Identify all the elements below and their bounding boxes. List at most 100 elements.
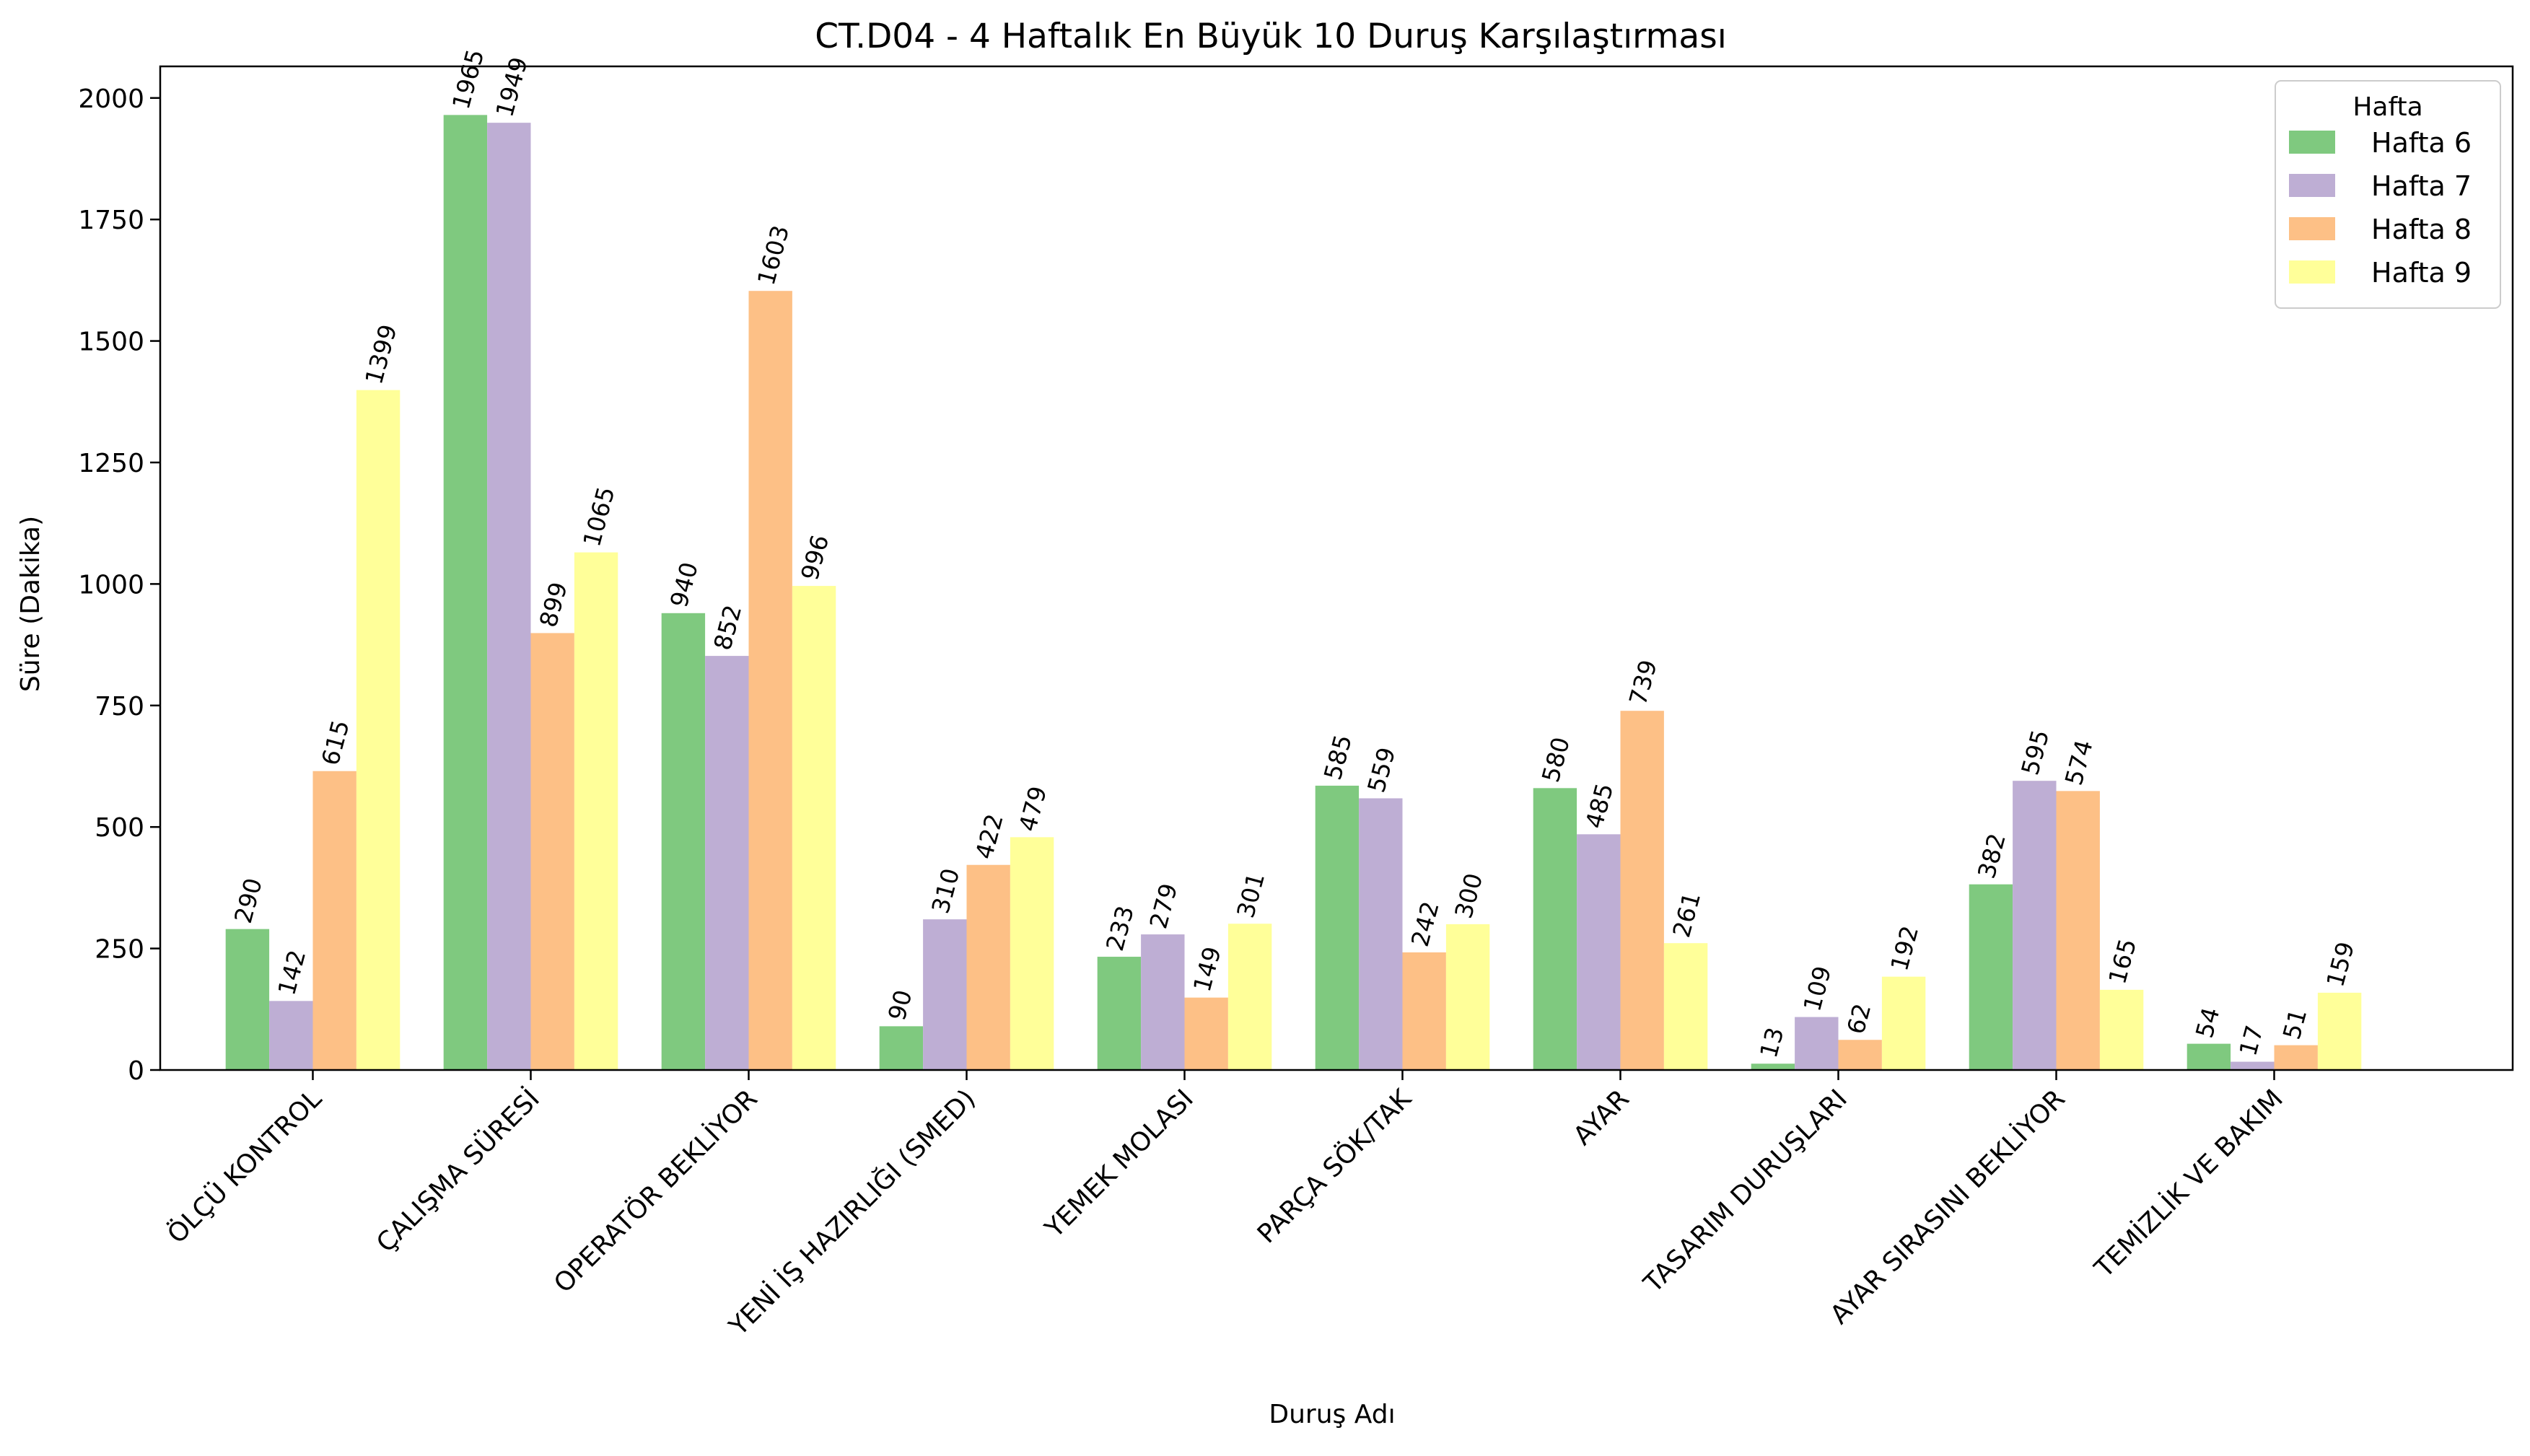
y-tick-label: 1500 bbox=[78, 328, 144, 357]
x-tick-label: PARÇA SÖK/TAK bbox=[1251, 1083, 1418, 1250]
bar-value-label: 996 bbox=[795, 532, 834, 583]
bar bbox=[705, 656, 749, 1070]
bar bbox=[2317, 992, 2362, 1070]
y-tick-label: 250 bbox=[95, 935, 144, 965]
bar-value-label: 585 bbox=[1318, 732, 1357, 783]
bar-value-label: 595 bbox=[2015, 727, 2054, 778]
legend-items: Hafta 6 Hafta 7 Hafta 8 Hafta 9 bbox=[2289, 127, 2472, 289]
bar-value-label: 574 bbox=[2060, 737, 2098, 788]
bar-value-label: 261 bbox=[1667, 889, 1706, 940]
x-tick-label: YEMEK MOLASI bbox=[1039, 1084, 1199, 1244]
bar-value-label: 310 bbox=[926, 865, 965, 916]
bar bbox=[923, 919, 967, 1070]
y-tick-label: 2000 bbox=[78, 84, 144, 114]
x-axis: ÖLÇÜ KONTROL ÇALIŞMA SÜRESİ OPERATÖR BEKLİ… bbox=[162, 1070, 2289, 1342]
chart-title: CT.D04 - 4 Haftalık En Büyük 10 Duruş Ka… bbox=[815, 17, 1727, 56]
bar bbox=[1620, 711, 1664, 1070]
bar bbox=[2099, 989, 2144, 1070]
bar bbox=[1881, 976, 1926, 1070]
bar-value-label: 1065 bbox=[577, 483, 620, 549]
x-tick-label: AYAR bbox=[1568, 1084, 1635, 1151]
bar-value-label: 479 bbox=[1013, 783, 1052, 834]
legend-swatch bbox=[2289, 131, 2335, 154]
bar bbox=[356, 390, 400, 1070]
bar-value-label: 301 bbox=[1231, 869, 1270, 921]
y-tick-label: 750 bbox=[95, 692, 144, 722]
bar bbox=[1577, 834, 1621, 1070]
x-tick-label: ÖLÇÜ KONTROL bbox=[162, 1084, 328, 1250]
bar-value-label: 233 bbox=[1100, 903, 1139, 954]
y-tick-label: 1750 bbox=[78, 206, 144, 235]
bar bbox=[879, 1026, 924, 1070]
y-tick-label: 500 bbox=[95, 813, 144, 843]
y-axis: 0 250 500 750 1000 1250 1500 1750 2000 bbox=[78, 84, 160, 1086]
x-tick-label: OPERATÖR BEKLİYOR bbox=[548, 1084, 763, 1299]
bar-value-label: 300 bbox=[1449, 870, 1488, 921]
bar-value-label: 90 bbox=[883, 987, 918, 1024]
bar bbox=[748, 291, 792, 1070]
bar-value-label: 382 bbox=[1972, 830, 2011, 882]
bar bbox=[1445, 924, 1490, 1070]
bar bbox=[2274, 1045, 2318, 1070]
bar bbox=[269, 1001, 313, 1070]
legend-label: Hafta 6 bbox=[2371, 127, 2472, 159]
bar-value-label: 1965 bbox=[447, 46, 489, 112]
bar bbox=[1969, 884, 2013, 1070]
bar bbox=[225, 929, 270, 1070]
bar bbox=[2056, 791, 2100, 1070]
bar-value-label: 899 bbox=[534, 579, 573, 631]
legend-label: Hafta 7 bbox=[2371, 170, 2472, 202]
bar bbox=[966, 864, 1010, 1070]
legend: Hafta Hafta 6 Hafta 7 Hafta 8 Hafta 9 bbox=[2275, 80, 2501, 309]
legend-swatch bbox=[2289, 260, 2335, 284]
legend-label: Hafta 9 bbox=[2371, 257, 2472, 289]
bar bbox=[1227, 924, 1272, 1070]
legend-title: Hafta bbox=[2352, 92, 2422, 122]
y-tick-label: 0 bbox=[128, 1056, 144, 1086]
bar-value-label: 165 bbox=[2103, 936, 2142, 987]
bar bbox=[1838, 1040, 1882, 1070]
bar bbox=[2231, 1061, 2275, 1070]
bar-value-label: 940 bbox=[665, 559, 704, 610]
bar bbox=[1010, 837, 1054, 1070]
bar bbox=[1315, 785, 1360, 1070]
bar-value-label: 485 bbox=[1580, 780, 1619, 831]
bar bbox=[574, 552, 618, 1070]
bars-layer bbox=[225, 115, 2362, 1070]
x-tick-label: ÇALIŞMA SÜRESİ bbox=[370, 1084, 545, 1258]
bar-value-label: 62 bbox=[1842, 1001, 1877, 1038]
bar-value-label: 17 bbox=[2233, 1022, 2269, 1059]
bar bbox=[443, 115, 488, 1070]
bar bbox=[792, 586, 836, 1070]
legend-label: Hafta 8 bbox=[2371, 214, 2472, 245]
bar-value-label: 242 bbox=[1406, 898, 1445, 950]
bar bbox=[1184, 997, 1228, 1070]
bar-value-label: 290 bbox=[229, 875, 268, 926]
x-tick-label: TEMİZLİK VE BAKIM bbox=[2088, 1084, 2289, 1284]
bar-value-label: 852 bbox=[708, 602, 747, 653]
bar-value-label: 1399 bbox=[359, 321, 402, 387]
bar bbox=[312, 771, 356, 1070]
bar-value-label: 422 bbox=[970, 811, 1009, 862]
bar-value-label: 279 bbox=[1144, 880, 1183, 931]
x-tick-label: AYAR SIRASINI BEKLİYOR bbox=[1824, 1084, 2071, 1330]
bar bbox=[661, 613, 706, 1070]
bar bbox=[1533, 788, 1577, 1070]
bar-value-label: 739 bbox=[1624, 657, 1663, 708]
y-axis-label: Süre (Dakika) bbox=[16, 516, 45, 692]
bar-value-label: 51 bbox=[2277, 1006, 2313, 1043]
bar bbox=[487, 123, 531, 1070]
x-tick-label: YENİ İŞ HAZIRLIĞI (SMED) bbox=[723, 1084, 981, 1342]
bar bbox=[1359, 798, 1403, 1070]
plot-frame bbox=[159, 65, 2514, 1071]
bar bbox=[1141, 934, 1185, 1070]
legend-swatch bbox=[2289, 217, 2335, 240]
bar-value-label: 109 bbox=[1798, 963, 1837, 1014]
bar-value-label: 13 bbox=[1754, 1025, 1790, 1061]
bar bbox=[530, 633, 574, 1070]
y-tick-label: 1000 bbox=[78, 570, 144, 600]
bar bbox=[1751, 1064, 1795, 1070]
bar-value-label: 615 bbox=[316, 717, 355, 768]
